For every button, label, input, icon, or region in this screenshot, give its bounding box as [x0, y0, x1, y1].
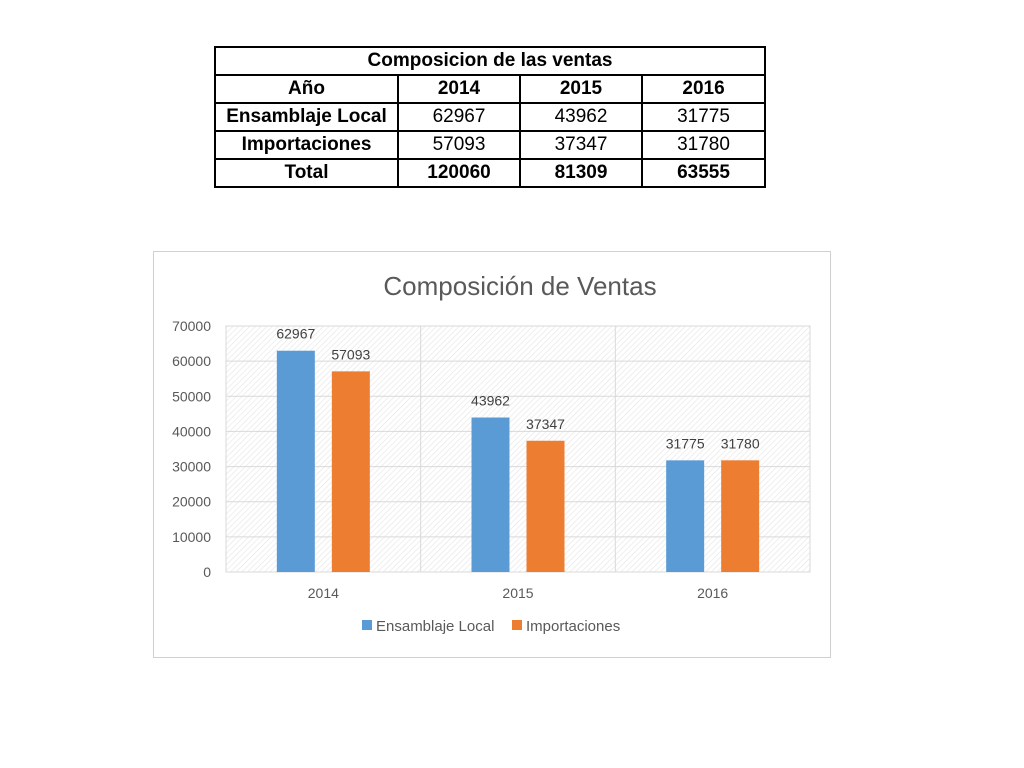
- y-tick-label: 20000: [172, 494, 211, 510]
- table-cell: 37347: [519, 130, 643, 160]
- bar-importaciones: [721, 460, 760, 572]
- table-row: Ensamblaje Local 62967 43962 31775: [214, 102, 767, 132]
- table-cell: 62967: [397, 102, 521, 132]
- data-label: 37347: [526, 416, 565, 432]
- chart-title: Composición de Ventas: [383, 271, 656, 301]
- table-cell: 81309: [519, 158, 643, 188]
- bar-ensamblaje-local: [666, 460, 705, 572]
- bar-importaciones: [526, 440, 565, 572]
- x-tick-label: 2014: [308, 585, 339, 601]
- header-year-2014: 2014: [397, 74, 521, 104]
- legend-label: Importaciones: [526, 618, 620, 635]
- table-cell: 43962: [519, 102, 643, 132]
- sales-composition-table: Composicion de las ventas Año 2014 2015 2016…: [213, 46, 767, 188]
- row-label: Ensamblaje Local: [214, 102, 399, 132]
- table-cell: 31775: [640, 102, 767, 132]
- table-row: Total 120060 81309 63555: [214, 158, 767, 188]
- x-tick-label: 2015: [502, 585, 533, 601]
- row-label: Total: [214, 158, 399, 188]
- y-tick-label: 0: [203, 564, 211, 580]
- bar-ensamblaje-local: [471, 417, 510, 572]
- legend-swatch: [362, 620, 372, 630]
- table-cell: 57093: [397, 130, 521, 160]
- header-year-2016: 2016: [640, 74, 767, 104]
- table-title-row: Composicion de las ventas: [213, 46, 767, 76]
- y-tick-label: 10000: [172, 529, 211, 545]
- bar-ensamblaje-local: [276, 350, 315, 572]
- legend-label: Ensamblaje Local: [376, 618, 494, 635]
- sales-bar-chart-svg: Composición de Ventas 0 10000 20000 30000 400…: [172, 271, 811, 635]
- legend-swatch: [512, 620, 522, 630]
- data-label: 57093: [331, 346, 370, 362]
- y-tick-label: 40000: [172, 423, 211, 439]
- row-label: Importaciones: [214, 130, 399, 160]
- table-title: Composicion de las ventas: [213, 46, 767, 76]
- header-year-label: Año: [214, 74, 399, 104]
- data-label: 62967: [276, 326, 315, 342]
- table-cell: 31780: [640, 130, 767, 160]
- y-tick-label: 60000: [172, 353, 211, 369]
- sales-chart: Composición de Ventas 0 10000 20000 30000 400…: [153, 251, 831, 658]
- y-tick-label: 70000: [172, 318, 211, 334]
- plot-area: [225, 325, 811, 573]
- y-tick-label: 50000: [172, 388, 211, 404]
- table-header-row: Año 2014 2015 2016: [214, 74, 767, 104]
- header-year-2015: 2015: [519, 74, 643, 104]
- bar-importaciones: [331, 371, 370, 572]
- data-label: 31775: [666, 435, 705, 451]
- table-cell: 63555: [640, 158, 767, 188]
- data-label: 31780: [721, 435, 760, 451]
- data-label: 43962: [471, 393, 510, 409]
- table-cell: 120060: [397, 158, 521, 188]
- x-tick-label: 2016: [697, 585, 728, 601]
- y-tick-label: 30000: [172, 459, 211, 475]
- table-row: Importaciones 57093 37347 31780: [214, 130, 767, 160]
